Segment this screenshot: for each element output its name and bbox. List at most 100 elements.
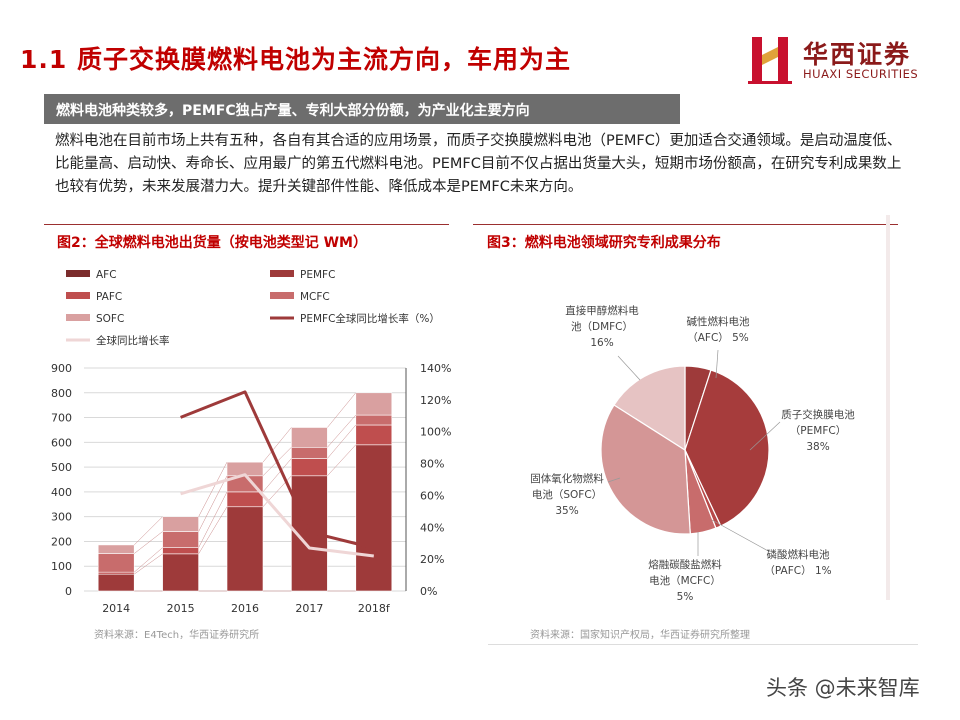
y2-tick-label: 100% bbox=[420, 426, 451, 439]
shipment-bar-chart: AFC PEMFC PAFC MCFC SOFC PEMFC全球同比增长率（%） 全球同比增… bbox=[51, 269, 451, 615]
series-connector bbox=[327, 424, 356, 459]
y-tick-label: 900 bbox=[51, 362, 72, 375]
bar-segment bbox=[162, 516, 199, 532]
bar-segment bbox=[162, 547, 199, 555]
pie-slice bbox=[613, 365, 686, 452]
bar-segment bbox=[97, 573, 135, 592]
bar-segment bbox=[291, 427, 328, 448]
logo-text-cn: 华西证券 bbox=[803, 40, 912, 69]
y-tick-label: 500 bbox=[51, 461, 72, 474]
x-tick-label: 2017 bbox=[295, 602, 323, 615]
pie-label: 碱性燃料电池 bbox=[687, 315, 750, 328]
series-connector bbox=[134, 547, 163, 573]
fig2-title: 图2：全球燃料电池出货量（按电池类型记 WM） bbox=[57, 235, 367, 251]
pie-leader-line bbox=[711, 519, 771, 553]
pie-label: 16% bbox=[590, 337, 613, 349]
y-tick-label: 100 bbox=[51, 560, 72, 573]
y-tick-label: 300 bbox=[51, 511, 72, 524]
series-connector bbox=[262, 458, 292, 493]
pie-label: 熔融碳酸盐燃料 bbox=[648, 558, 722, 571]
pie-leader-line bbox=[617, 355, 641, 381]
y-tick-label: 0 bbox=[65, 585, 72, 598]
x-tick-label: 2018f bbox=[358, 602, 391, 615]
x-tick-label: 2015 bbox=[167, 602, 195, 615]
banner-text: 燃料电池种类较多，PEMFC独占产量、专利大部分份额，为产业化主要方向 bbox=[56, 103, 530, 119]
bar-segment bbox=[226, 491, 264, 508]
legend-label: AFC bbox=[96, 269, 117, 281]
fig3-rule bbox=[473, 224, 898, 225]
logo-text-en: HUAXI SECURITIES bbox=[803, 67, 919, 81]
series-connector bbox=[198, 475, 228, 532]
legend-label: 全球同比增长率 bbox=[96, 334, 170, 347]
bar-segment bbox=[97, 553, 135, 573]
pie-label: （AFC） 5% bbox=[687, 332, 749, 344]
y2-tick-label: 60% bbox=[420, 489, 444, 502]
pie-label: 质子交换膜电池 bbox=[781, 408, 855, 421]
fig2-rule bbox=[44, 224, 449, 225]
y2-tick-label: 0% bbox=[420, 585, 437, 598]
pie-label: 5% bbox=[677, 591, 694, 603]
pie-leader-line bbox=[715, 349, 719, 379]
pie-label: 电池（SOFC） bbox=[532, 488, 602, 501]
side-accent-bar bbox=[886, 215, 890, 600]
series-connector bbox=[327, 444, 356, 476]
bar-segment bbox=[97, 544, 135, 554]
legend-swatch bbox=[66, 314, 90, 321]
pie-label: 电池（MCFC） bbox=[649, 574, 721, 587]
pie-leader-line bbox=[607, 477, 621, 483]
bar-segment bbox=[355, 444, 393, 592]
pie-slice bbox=[684, 369, 770, 527]
x-tick-label: 2014 bbox=[102, 602, 130, 615]
y-tick-label: 600 bbox=[51, 436, 72, 449]
pie-label: 固体氧化物燃料 bbox=[530, 472, 604, 485]
pie-label: 磷酸燃料电池 bbox=[767, 548, 830, 561]
pie-label: 池（DMFC） bbox=[571, 320, 633, 333]
bar-segment bbox=[291, 458, 328, 477]
series-connector bbox=[327, 392, 356, 428]
y2-tick-label: 20% bbox=[420, 553, 444, 566]
legend-label: MCFC bbox=[300, 291, 330, 303]
y-tick-label: 200 bbox=[51, 535, 72, 548]
y2-tick-label: 140% bbox=[420, 362, 451, 375]
fig3-source: 资料来源：国家知识产权局，华西证券研究所整理 bbox=[530, 630, 750, 641]
pie-leader-line bbox=[749, 421, 781, 451]
series-connector bbox=[134, 516, 163, 546]
growth-line bbox=[180, 390, 375, 550]
series-connector bbox=[262, 427, 292, 463]
legend-label: PAFC bbox=[96, 291, 122, 303]
y2-tick-label: 40% bbox=[420, 521, 444, 534]
y-tick-label: 400 bbox=[51, 486, 72, 499]
series-connector bbox=[134, 531, 163, 554]
logo-mark-icon bbox=[748, 37, 792, 84]
y2-tick-label: 80% bbox=[420, 458, 444, 471]
pie-label: 直接甲醇燃料电 bbox=[565, 304, 639, 317]
pie-label: 35% bbox=[555, 505, 578, 517]
pie-label: （PEMFC） bbox=[790, 425, 846, 437]
legend-swatch bbox=[270, 292, 294, 299]
patent-pie-chart: 碱性燃料电池 （AFC） 5% 质子交换膜电池 （PEMFC） 38% 磷酸燃料电池 （PA… bbox=[530, 304, 855, 603]
legend-swatch bbox=[66, 270, 90, 277]
growth-line bbox=[180, 473, 374, 558]
brand-logo: 华西证券 HUAXI SECURITIES bbox=[748, 33, 948, 89]
footer-divider bbox=[488, 644, 918, 645]
pie-label: （PAFC） 1% bbox=[764, 565, 831, 577]
y-tick-label: 800 bbox=[51, 387, 72, 400]
watermark: 头条 @未来智库 bbox=[766, 676, 920, 700]
bar-segment bbox=[162, 531, 199, 548]
y-tick-label: 700 bbox=[51, 412, 72, 425]
fig3-title: 图3：燃料电池领域研究专利成果分布 bbox=[487, 235, 721, 251]
legend-label: PEMFC bbox=[300, 269, 335, 281]
series-connector bbox=[198, 506, 228, 554]
bar-segment bbox=[291, 446, 328, 459]
legend-label: PEMFC全球同比增长率（%） bbox=[300, 312, 440, 325]
legend-label: SOFC bbox=[96, 313, 124, 325]
series-connector bbox=[327, 414, 356, 448]
bar-segment bbox=[355, 414, 393, 426]
x-tick-label: 2016 bbox=[231, 602, 259, 615]
series-connector bbox=[198, 491, 228, 548]
pie-label: 38% bbox=[806, 441, 829, 453]
series-connector bbox=[134, 553, 163, 575]
bar-segment bbox=[226, 506, 264, 592]
bar-segment bbox=[162, 553, 199, 592]
page-title: 1.1 质子交换膜燃料电池为主流方向，车用为主 bbox=[20, 45, 571, 74]
